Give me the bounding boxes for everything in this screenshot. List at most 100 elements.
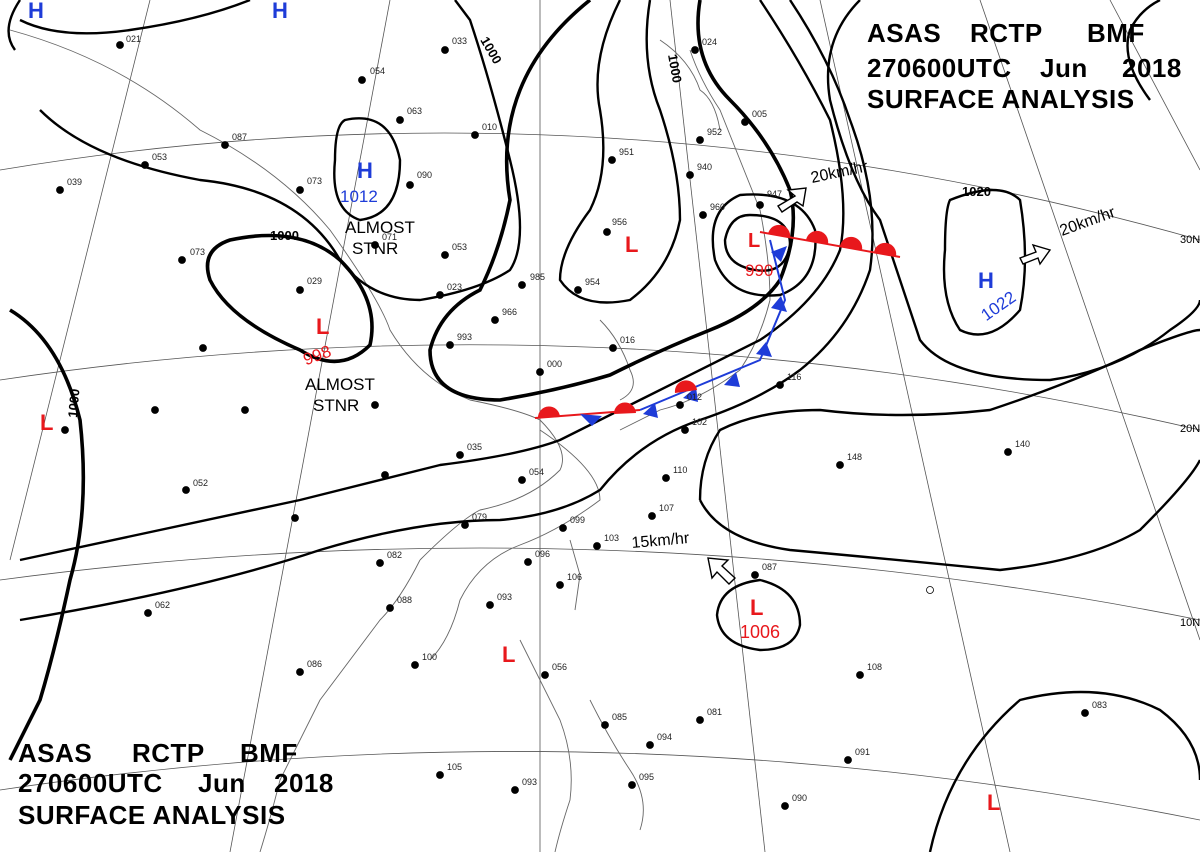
svg-text:951: 951 (619, 147, 634, 157)
station-obs: 073 (178, 247, 205, 264)
svg-text:985: 985 (530, 272, 545, 282)
station-obs: 107 (648, 503, 674, 520)
svg-text:039: 039 (67, 177, 82, 187)
station-obs: 073 (296, 176, 322, 194)
station-obs: 105 (436, 762, 462, 779)
header-title-part: BMF (1087, 18, 1145, 48)
isobar-1020-closed (942, 188, 1027, 336)
isobar-label-1000-d: 1000 (65, 388, 82, 418)
station-obs: 035 (456, 442, 482, 459)
high-marker-edge: H (272, 0, 288, 23)
station-obs: 016 (609, 335, 635, 352)
svg-text:063: 063 (407, 106, 422, 116)
station-obs: 108 (856, 662, 882, 679)
isobar-south-channel (19, 0, 845, 562)
svg-text:954: 954 (585, 277, 600, 287)
svg-text:148: 148 (847, 452, 862, 462)
svg-text:993: 993 (457, 332, 472, 342)
svg-text:083: 083 (1092, 700, 1107, 710)
lat-30n: 30N (1180, 234, 1200, 246)
arrow-icon (707, 557, 737, 585)
station-obs: 079 (461, 512, 487, 529)
station-obs: 033 (441, 36, 467, 54)
station-obs: 071 (371, 232, 397, 249)
warm-front-bump (874, 242, 897, 256)
svg-text:090: 090 (792, 793, 807, 803)
lat-20n: 20N (1180, 423, 1200, 435)
isobar-ne-corner (1126, 0, 1161, 101)
svg-text:033: 033 (452, 36, 467, 46)
almost-stnr-2-line1: ALMOST (305, 375, 375, 394)
svg-text:090: 090 (417, 170, 432, 180)
station-obs: 985 (518, 272, 545, 289)
fronts (534, 224, 901, 426)
almost-stnr-2-line2: STNR (313, 396, 359, 415)
low-marker: L (316, 314, 329, 339)
svg-text:081: 081 (707, 707, 722, 717)
footer-title-part: 270600UTC (18, 768, 163, 798)
svg-text:012: 012 (687, 392, 702, 402)
high-marker-edge: H (28, 0, 44, 23)
warm-front-bump (768, 224, 791, 238)
station-obs: 054 (518, 467, 544, 484)
svg-text:107: 107 (659, 503, 674, 513)
station-obs: 024 (691, 37, 717, 54)
isobar-1000-closed-998 (205, 233, 374, 364)
station-obs: 053 (141, 152, 167, 169)
low-value: 990 (745, 261, 773, 280)
header-title-part: Jun (1040, 53, 1088, 83)
station-obs: 010 (471, 122, 497, 139)
svg-text:053: 053 (452, 242, 467, 252)
svg-text:106: 106 (567, 572, 582, 582)
station-obs: 091 (844, 747, 870, 764)
almost-stnr-1-line1: ALMOST (345, 218, 415, 237)
isobars (7, 0, 1200, 852)
cold-front-tooth (683, 387, 698, 402)
svg-text:102: 102 (692, 417, 707, 427)
svg-text:093: 093 (497, 592, 512, 602)
high-value: 1012 (340, 187, 378, 206)
svg-text:054: 054 (370, 66, 385, 76)
svg-text:108: 108 (867, 662, 882, 672)
station-obs (199, 344, 207, 352)
station-obs: 096 (524, 549, 550, 566)
cold-front (639, 239, 787, 411)
warm-front-bump (537, 406, 560, 418)
station-obs: 039 (56, 177, 82, 194)
arrow-icon (1019, 243, 1052, 266)
svg-text:073: 073 (307, 176, 322, 186)
low-value: 1006 (740, 622, 780, 642)
svg-text:966: 966 (502, 307, 517, 317)
isobar-far-east (826, 0, 1200, 382)
station-obs: 093 (511, 777, 537, 794)
arrow-icon (777, 187, 807, 213)
svg-text:082: 082 (387, 550, 402, 560)
svg-text:029: 029 (307, 276, 322, 286)
header-title-block: ASAS RCTP BMF 270600UTC Jun 2018 SURFACE… (867, 18, 1181, 114)
station-obs: 110 (662, 465, 687, 482)
station-obs: 947 (756, 189, 782, 209)
isobar-1000-center (428, 0, 796, 402)
almost-stnr-1-line2: STNR (352, 239, 398, 258)
station-obs: 954 (574, 277, 600, 294)
station-obs: 093 (486, 592, 512, 609)
station-obs: 116 (776, 372, 801, 389)
warm-front-bump (806, 230, 829, 244)
svg-text:071: 071 (382, 232, 397, 242)
station-obs: 090 (406, 170, 432, 189)
station-obs: 000 (536, 359, 562, 376)
svg-text:103: 103 (604, 533, 619, 543)
svg-text:016: 016 (620, 335, 635, 345)
high-marker: H (357, 158, 373, 183)
station-obs: 140 (1004, 439, 1030, 456)
svg-text:000: 000 (547, 359, 562, 369)
svg-text:956: 956 (612, 217, 627, 227)
svg-text:073: 073 (190, 247, 205, 257)
isobar-1012-closed (333, 117, 402, 222)
station-obs: 085 (601, 712, 627, 729)
station-obs: 993 (446, 332, 472, 349)
header-title-part: ASAS (867, 18, 941, 48)
isobar-central-inner (558, 0, 682, 304)
station-obs: 087 (751, 562, 777, 579)
cold-front-tooth (580, 414, 602, 426)
